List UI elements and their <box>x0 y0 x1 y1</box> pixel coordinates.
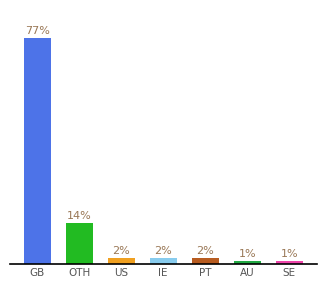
Bar <box>24 38 51 264</box>
Text: 2%: 2% <box>196 246 214 256</box>
Text: 1%: 1% <box>280 249 298 259</box>
Text: 2%: 2% <box>154 246 172 256</box>
Bar <box>149 258 177 264</box>
Text: 14%: 14% <box>67 211 92 220</box>
Bar <box>66 223 93 264</box>
Bar <box>108 258 135 264</box>
Bar <box>276 261 303 264</box>
Text: 2%: 2% <box>112 246 130 256</box>
Bar <box>192 258 219 264</box>
Text: 1%: 1% <box>238 249 256 259</box>
Bar <box>234 261 261 264</box>
Text: 77%: 77% <box>25 26 50 36</box>
